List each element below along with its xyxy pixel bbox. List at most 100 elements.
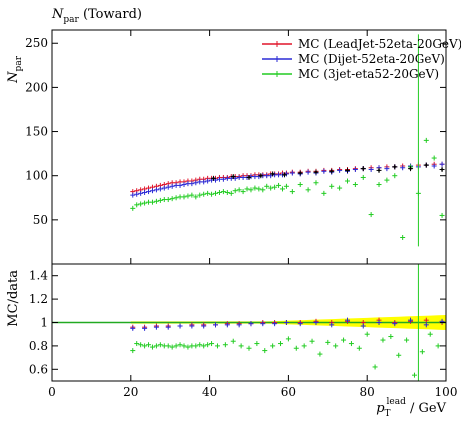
ratio-point-2-3 [142,343,148,349]
main-point-2-25 [228,190,234,196]
main-point-1-15 [189,181,195,187]
legend-label-0: MC (LeadJet-52eta-20GeV) [298,37,461,51]
main-point-1-10 [169,183,175,189]
ratio-point-2-27 [262,348,268,354]
ratio-point-1-22 [423,322,429,328]
main-point-2-58 [431,155,437,161]
ratio-point-2-33 [309,338,315,344]
ratio-point-2-11 [173,343,179,349]
main-point-2-53 [392,173,398,179]
ratio-point-2-24 [238,343,244,349]
main-point-3-0 [211,175,217,181]
title-n: N [51,7,64,22]
main-point-1-13 [181,182,187,188]
ratio-point-1-21 [408,317,414,323]
main-point-2-13 [181,194,187,200]
main-point-2-26 [232,188,238,194]
main-point-1-19 [205,178,211,184]
legend-label-1: MC (Dijet-52eta-20GeV) [298,52,445,66]
main-ylabel: Npar [6,55,24,84]
main-point-3-14 [423,162,429,168]
main-point-1-5 [149,188,155,194]
ratio-point-2-45 [404,337,410,343]
ratio-point-2-23 [230,338,236,344]
main-point-2-15 [189,192,195,198]
main-series-2 [130,137,445,241]
ratio-point-2-48 [427,331,433,337]
ratio-point-2-5 [149,344,155,350]
ratio-point-1-6 [201,323,207,329]
main-point-1-40 [289,170,295,176]
ratio-point-1-10 [248,321,254,327]
ratio-point-2-9 [165,343,171,349]
ratio-series-2 [130,331,441,378]
main-point-2-44 [321,190,327,196]
main-point-2-7 [157,197,163,203]
ratio-point-2-37 [341,337,347,343]
main-point-3-3 [258,173,264,179]
ratio-point-2-0 [130,348,136,354]
main-point-1-58 [431,163,437,169]
main-point-2-6 [153,198,159,204]
ratio-point-1-9 [236,322,242,328]
ratio-ytick-label-2: 1 [40,316,48,330]
main-point-3-6 [297,170,303,176]
ratio-point-2-4 [146,342,152,348]
main-point-3-2 [246,174,252,180]
ratio-point-2-29 [278,341,284,347]
main-point-1-59 [439,161,445,167]
main-point-2-47 [345,178,350,184]
main-point-1-42 [305,169,311,175]
ratio-point-1-13 [283,320,289,325]
main-point-3-1 [230,174,236,180]
main-point-2-30 [248,187,254,193]
ratio-point-2-38 [348,341,354,347]
main-point-2-48 [352,182,358,188]
main-point-2-37 [276,182,282,188]
title-suffix: (Toward) [79,7,142,22]
main-point-2-43 [313,180,319,186]
main-point-3-4 [270,171,276,177]
legend-item-2: MC (3jet-eta52-20GeV) [262,67,439,81]
main-point-1-52 [384,166,390,172]
xtick-label-3: 60 [281,385,296,399]
main-point-1-2 [138,190,144,196]
ratio-point-2-43 [388,334,394,340]
main-point-2-24 [224,189,230,195]
ratio-point-1-19 [376,320,382,325]
ratio-point-2-18 [201,343,207,349]
ratio-point-2-25 [246,345,252,351]
main-point-2-14 [185,193,191,199]
ratio-point-2-13 [181,343,187,349]
main-point-2-2 [138,201,144,207]
ratio-ytick-label-0: 0.6 [29,362,48,376]
xtick-label-2: 40 [202,385,217,399]
ratio-point-2-16 [193,343,199,349]
main-panel: 50 100 150 200 250 [25,29,447,265]
main-point-3-15 [439,167,445,173]
main-point-1-44 [321,168,327,174]
main-point-3-11 [376,167,382,173]
ratio-point-2-42 [380,337,386,343]
ratio-point-2-1 [134,341,140,347]
svg-text:Npar (Toward): Npar (Toward) [51,7,142,25]
ratio-point-1-5 [189,323,195,329]
main-point-2-33 [260,187,266,193]
main-point-2-52 [384,177,390,183]
main-ytick-label-2: 150 [25,125,48,139]
main-point-2-31 [252,185,258,191]
ratio-ytick-label-4: 1.4 [29,269,48,283]
ratio-point-2-22 [222,342,228,348]
main-ytick-label-3: 200 [25,80,48,94]
main-point-1-18 [201,179,207,185]
main-ytick-label-1: 100 [25,169,48,183]
main-point-2-20 [209,191,215,197]
ratio-point-2-21 [214,343,220,349]
ratio-point-2-26 [254,341,260,347]
main-point-1-3 [142,189,148,195]
ratio-point-2-47 [419,349,425,355]
main-point-2-38 [279,186,285,192]
main-point-2-29 [244,186,250,192]
main-point-2-45 [329,183,335,189]
